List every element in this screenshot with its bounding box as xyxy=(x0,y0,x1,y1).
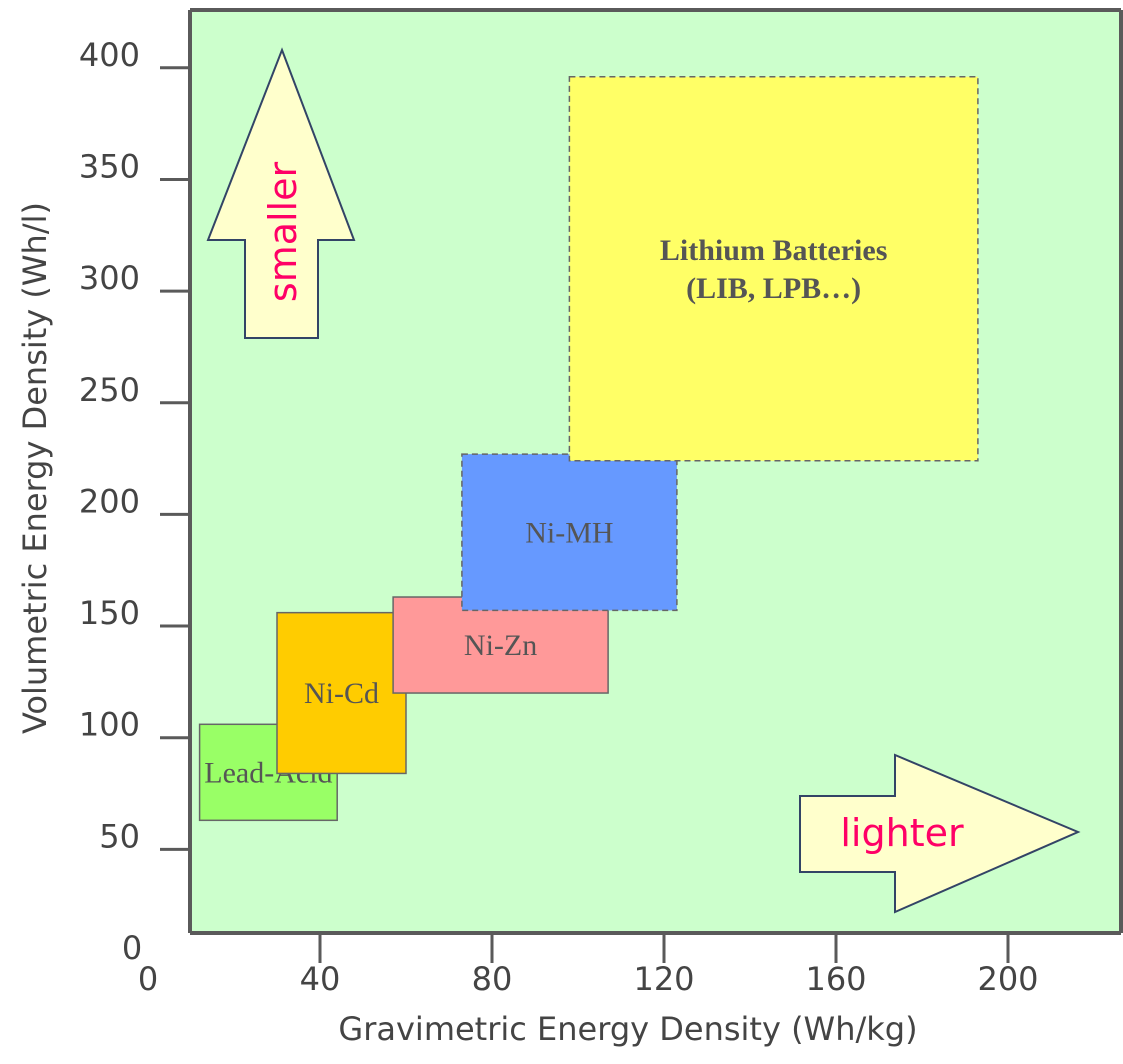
y-tick-label: 150 xyxy=(79,594,140,632)
x-tick-label: 80 xyxy=(472,960,513,998)
x-tick-label: 0 xyxy=(138,960,158,998)
region-label-lithium-batteries-line-1: Lithium Batteries xyxy=(660,234,887,267)
region-label-ni-zn: Ni-Zn xyxy=(464,629,537,662)
y-tick-label: 200 xyxy=(79,482,140,520)
region-label-lithium-batteries-line-2: (LIB, LPB…) xyxy=(686,272,861,305)
annotations-layer: smaller lighter xyxy=(206,47,1081,914)
x-tick-label: 200 xyxy=(977,960,1038,998)
y-axis-title: Volumetric Energy Density (Wh/l) xyxy=(16,202,54,734)
y-tick-label: 350 xyxy=(79,147,140,185)
y-tick-label: 300 xyxy=(79,259,140,297)
x-tick-label: 160 xyxy=(805,960,866,998)
lighter-arrow-icon xyxy=(799,753,1081,914)
region-ni-mh xyxy=(461,453,678,612)
region-lithium-batteries xyxy=(568,75,979,462)
smaller-arrow-icon xyxy=(206,47,356,339)
region-ni-zn xyxy=(392,596,609,694)
smaller-arrow-label: smaller xyxy=(261,162,305,303)
y-tick-label: 50 xyxy=(99,817,140,855)
x-axis-title: Gravimetric Energy Density (Wh/kg) xyxy=(338,1010,917,1048)
x-tick-label: 40 xyxy=(300,960,341,998)
axes-layer: 0 50 100 150 200 250 300 350 400 0 40 80 120 160 200 xyxy=(79,8,1123,998)
region-label-ni-cd: Ni-Cd xyxy=(304,677,379,710)
y-tick-label: 400 xyxy=(79,36,140,74)
lighter-arrow-label: lighter xyxy=(840,811,964,855)
y-tick-label: 0 xyxy=(122,929,142,967)
y-tick-label: 250 xyxy=(79,371,140,409)
y-tick-label: 100 xyxy=(79,706,140,744)
x-tick-label: 120 xyxy=(633,960,694,998)
region-label-ni-mh: Ni-MH xyxy=(525,516,613,549)
